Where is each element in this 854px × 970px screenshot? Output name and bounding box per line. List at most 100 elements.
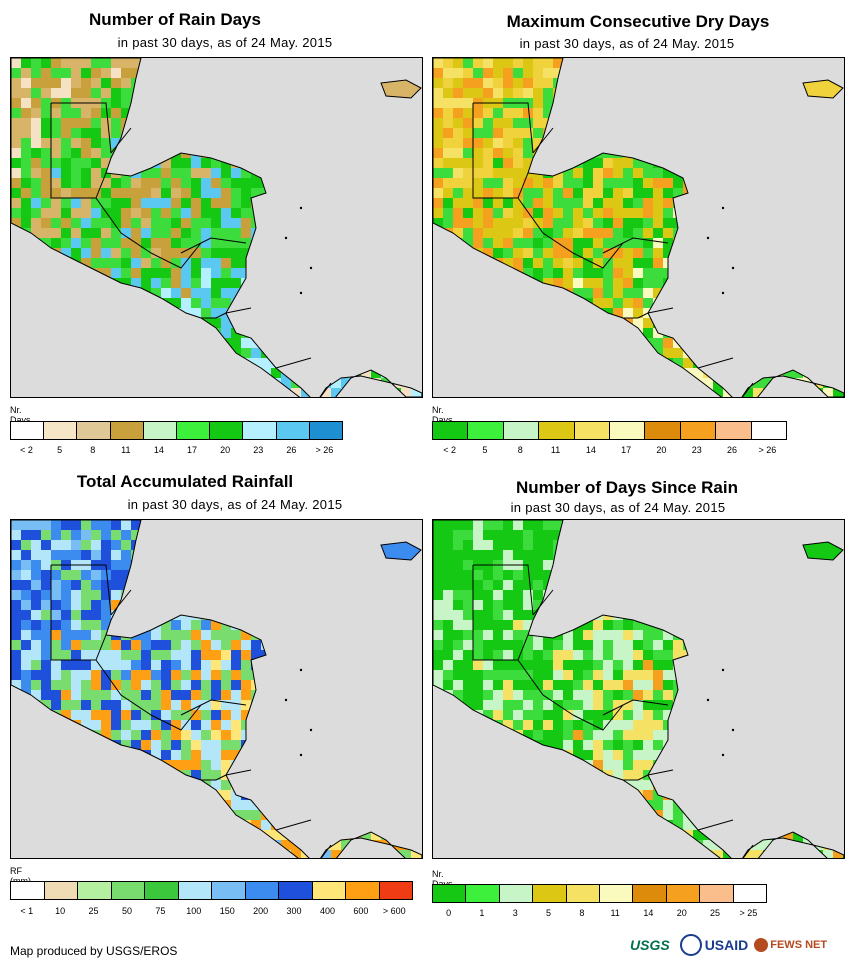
map-cell (311, 358, 321, 368)
map-cell (281, 378, 291, 388)
map-cell (351, 660, 361, 670)
map-cell (523, 158, 533, 168)
map-cell (573, 278, 583, 288)
map-cell (453, 188, 463, 198)
map-cell (81, 108, 91, 118)
map-cell (443, 108, 453, 118)
map-cell (743, 78, 753, 88)
map-cell (673, 570, 683, 580)
map-cell (351, 580, 361, 590)
map-cell (823, 248, 833, 258)
map-cell (493, 378, 503, 388)
map-cell (523, 298, 533, 308)
map-cell (663, 640, 673, 650)
map-cell (221, 840, 231, 850)
map-cell (421, 610, 422, 620)
map-cell (543, 348, 553, 358)
map-cell (91, 720, 101, 730)
map-cell (653, 248, 663, 258)
map-cell (131, 68, 141, 78)
map-cell (623, 188, 633, 198)
map-cell (161, 218, 171, 228)
map-cell (311, 368, 321, 378)
map-cell (291, 610, 301, 620)
map-cell (663, 78, 673, 88)
map-cell (433, 530, 443, 540)
map-cell (391, 58, 401, 68)
map-cell (493, 610, 503, 620)
map-cell (291, 208, 301, 218)
map-cell (361, 98, 371, 108)
map-cell (11, 278, 21, 288)
map-cell (793, 560, 803, 570)
country-border (225, 307, 252, 314)
map-cell (321, 680, 331, 690)
map-cell (503, 248, 513, 258)
map-cell (201, 790, 211, 800)
map-cell (381, 268, 391, 278)
map-cell (633, 258, 643, 268)
map-cell (101, 840, 111, 850)
map-cell (201, 348, 211, 358)
map-cell (483, 520, 493, 530)
map-cell (41, 840, 51, 850)
map-cell (21, 670, 31, 680)
map-cell (583, 158, 593, 168)
map-cell (713, 148, 723, 158)
map-rainfall[interactable] (10, 519, 423, 859)
map-cell (141, 348, 151, 358)
map-cell (321, 690, 331, 700)
map-cell (171, 560, 181, 570)
map-cell (411, 248, 421, 258)
map-cell (823, 620, 833, 630)
map-cell (371, 318, 381, 328)
map-cell (371, 158, 381, 168)
map-cell (483, 590, 493, 600)
map-cell (833, 348, 843, 358)
map-cell (51, 88, 61, 98)
map-rain-days[interactable] (10, 57, 423, 398)
map-cell (453, 338, 463, 348)
map-cell (181, 248, 191, 258)
legend-tick-label: < 2 (443, 445, 457, 455)
map-cell (221, 258, 231, 268)
map-cell (11, 640, 21, 650)
map-cell (603, 138, 613, 148)
map-cell (473, 298, 483, 308)
map-cell (311, 178, 321, 188)
map-cell (663, 288, 673, 298)
map-cell (593, 600, 603, 610)
map-cell (613, 268, 623, 278)
map-cell (161, 720, 171, 730)
map-cell (231, 88, 241, 98)
map-cell (111, 68, 121, 78)
map-cell (513, 218, 523, 228)
map-cell (603, 590, 613, 600)
map-cell (251, 580, 261, 590)
map-cell (421, 328, 422, 338)
map-cell (301, 670, 311, 680)
map-cell (351, 138, 361, 148)
map-cell (421, 248, 422, 258)
map-cell (543, 620, 553, 630)
map-cell (11, 148, 21, 158)
map-cell (833, 570, 843, 580)
map-cell (843, 580, 844, 590)
map-cell (261, 720, 271, 730)
map-cell (81, 630, 91, 640)
map-cell (151, 520, 161, 530)
map-cell (141, 670, 151, 680)
map-days-since-rain[interactable] (432, 519, 845, 859)
map-cell (663, 188, 673, 198)
map-cell (301, 348, 311, 358)
map-cell (493, 540, 503, 550)
map-cell (91, 780, 101, 790)
map-cell (41, 228, 51, 238)
map-cell (211, 720, 221, 730)
map-cell (473, 570, 483, 580)
map-dry-days[interactable] (432, 57, 845, 398)
map-cell (643, 238, 653, 248)
map-cell (803, 278, 813, 288)
island-dot (284, 236, 288, 240)
map-cell (151, 570, 161, 580)
